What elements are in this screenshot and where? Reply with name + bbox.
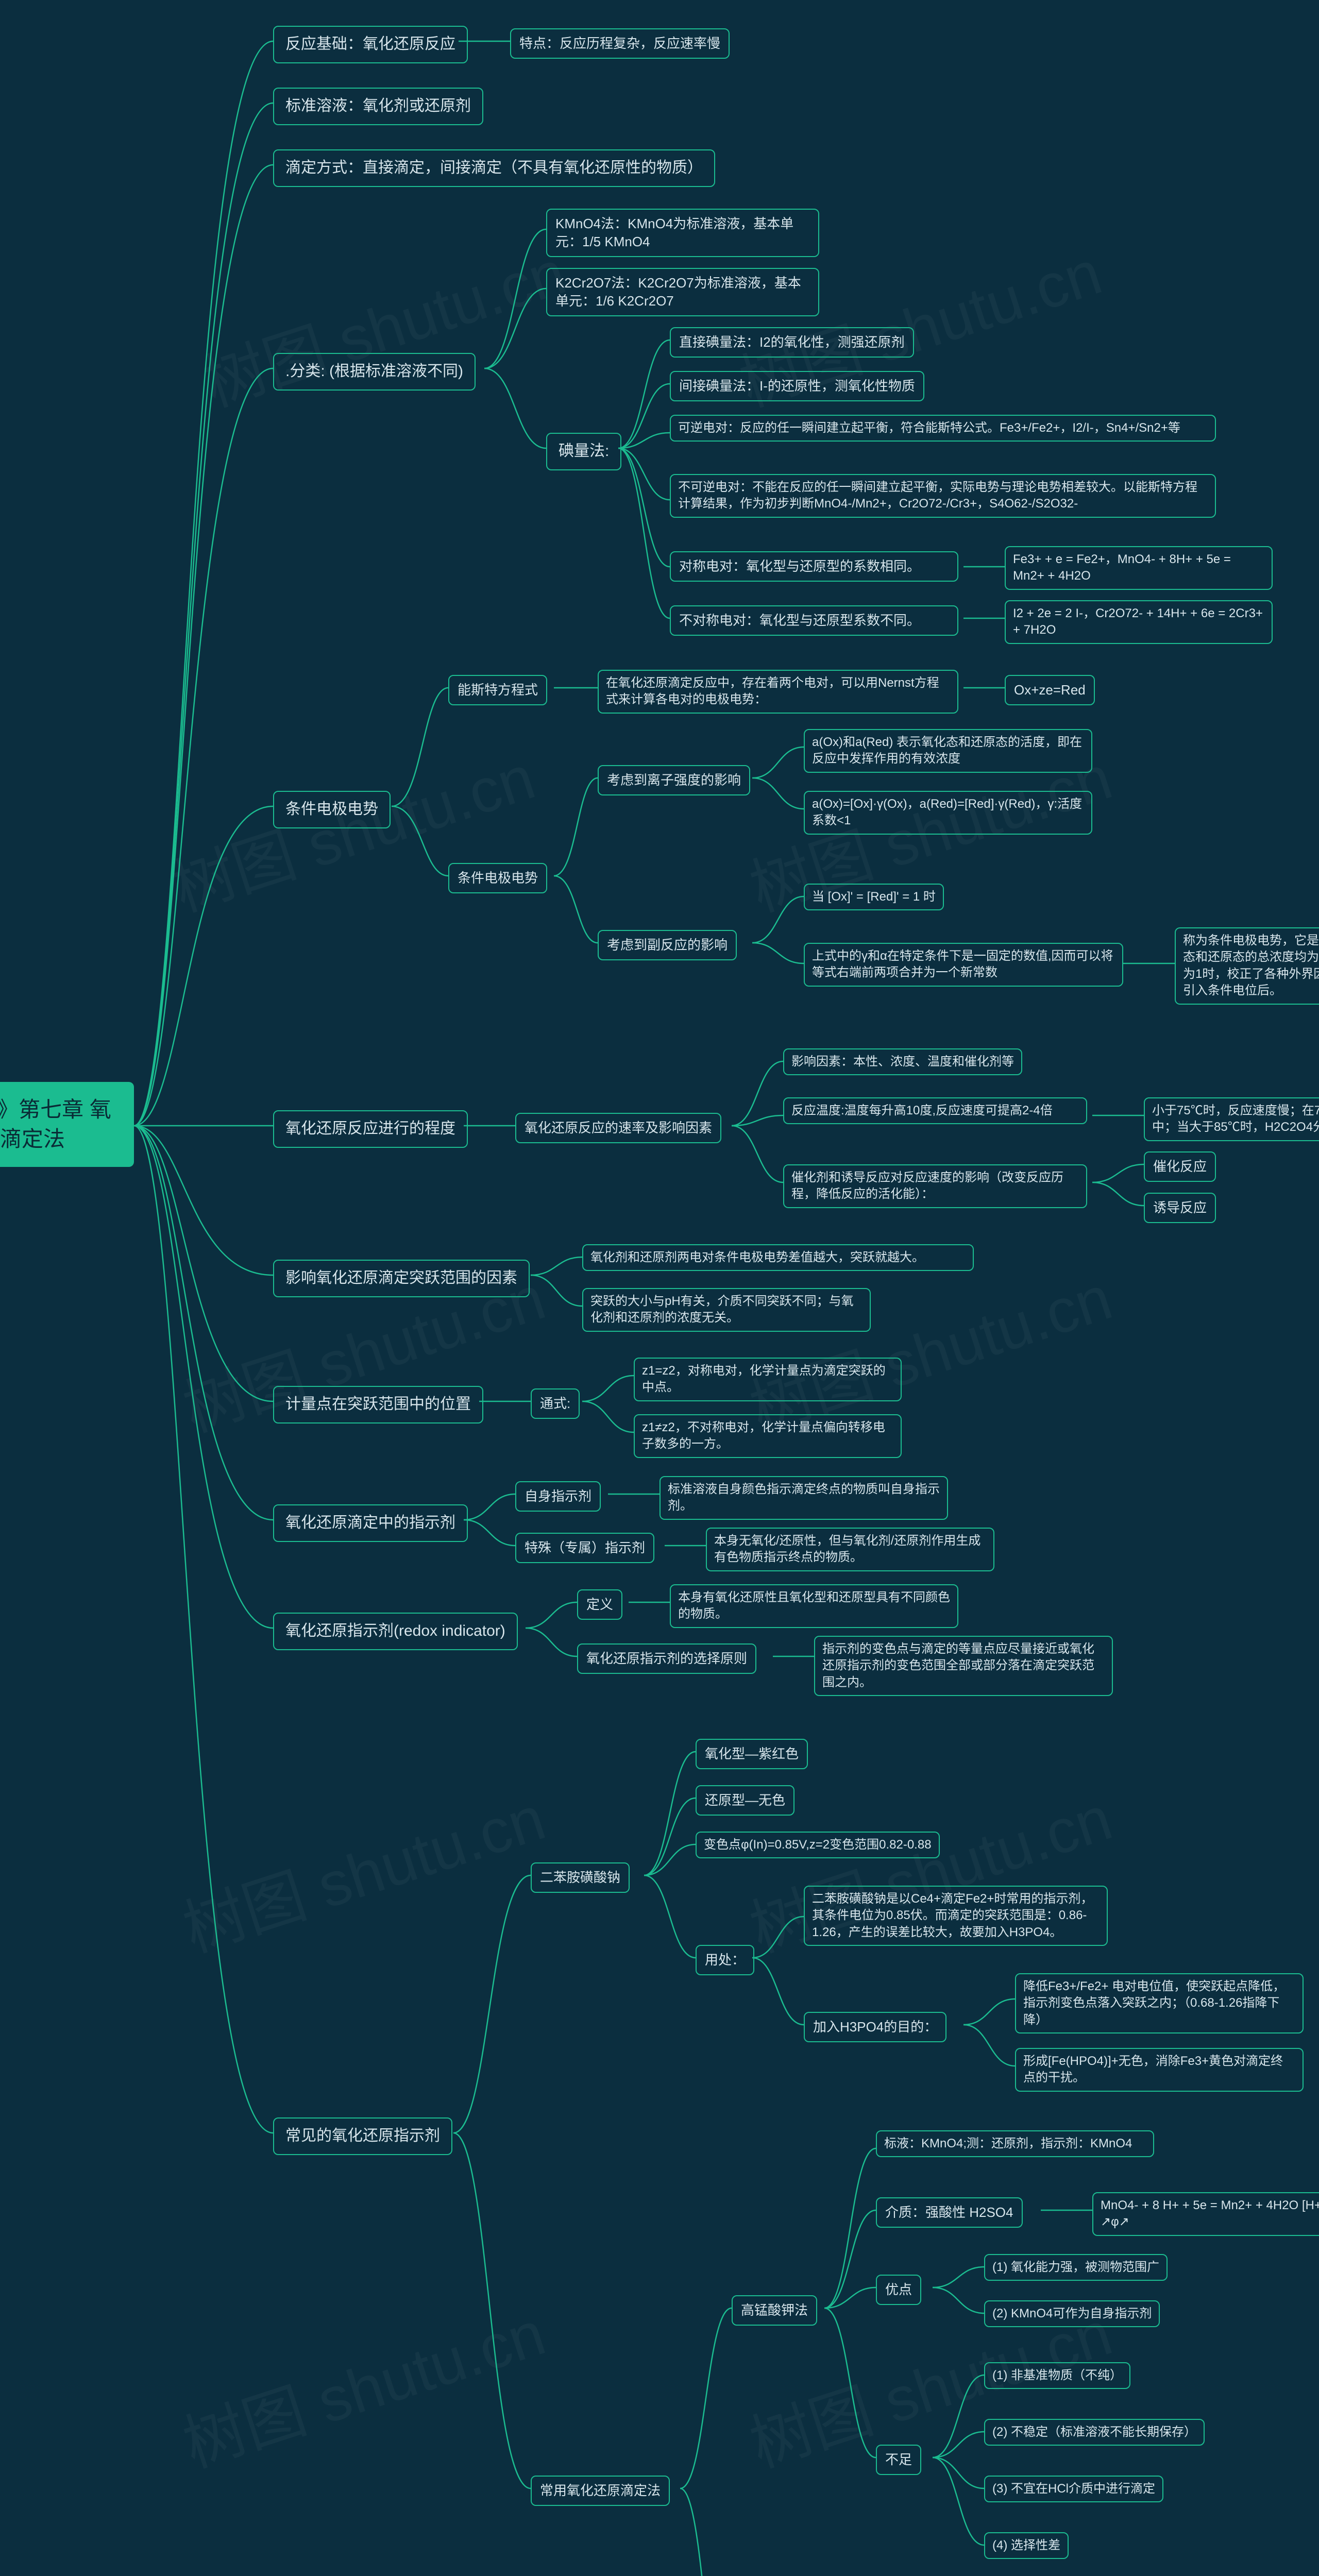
node-n8a2: z1≠z2，不对称电对，化学计量点偏向转移电子数多的一方。 [634,1414,902,1458]
node-n5b1b: a(Ox)=[Ox]·γ(Ox)，a(Red)=[Red]·γ(Red)，γ:活… [804,791,1092,835]
node-n5a1a: Ox+ze=Red [1005,675,1095,705]
node-n5b1a: a(Ox)和a(Red) 表示氧化态和还原态的活度，即在反应中发挥作用的有效浓度 [804,729,1092,773]
node-n11b1d2: (2) 不稳定（标准溶液不能长期保存） [984,2419,1205,2446]
node-n6a: 氧化还原反应的速率及影响因素 [515,1113,721,1143]
node-n9: 氧化还原滴定中的指示剂 [273,1504,468,1542]
node-n5a1: 在氧化还原滴定反应中，存在着两个电对，可以用Nernst方程式来计算各电对的电极… [598,670,958,714]
node-n11a2: 还原型—无色 [696,1785,794,1816]
watermark: 树图 shutu.cn [171,1768,554,1969]
node-n1: 反应基础：氧化还原反应 [273,26,468,63]
node-n8: 计量点在突跃范围中的位置 [273,1386,483,1423]
node-n6a3: 催化剂和诱导反应对反应速度的影响（改变反应历程，降低反应的活化能）： [783,1164,1087,1208]
node-n4c5a: Fe3+ + e = Fe2+，MnO4- + 8H+ + 5e = Mn2+ … [1005,546,1273,590]
node-n7a: 氧化剂和还原剂两电对条件电极电势差值越大，突跃就越大。 [582,1244,974,1271]
node-n11b1d: 不足 [876,2445,921,2475]
node-n6a2a: 小于75℃时，反应速度慢；在75℃至85℃之间适中；当大于85℃时，H2C2O4… [1144,1097,1319,1141]
node-n10a: 定义 [577,1589,622,1620]
node-n4c6a: I2 + 2e = 2 I-，Cr2O72- + 14H+ + 6e = 2Cr… [1005,600,1273,644]
node-n11b1a: 标液：KMnO4;测：还原剂，指示剂：KMnO4 [876,2130,1154,2157]
node-n11a3: 变色点φ(In)=0.85V,z=2变色范围0.82-0.88 [696,1832,940,1858]
node-n11a4b: 加入H3PO4的目的： [804,2012,946,2042]
node-n7: 影响氧化还原滴定突跃范围的因素 [273,1260,530,1297]
root-node: 《分析化学》第七章 氧化还原滴定法 [0,1082,134,1167]
node-n11b1d3: (3) 不宜在HCl介质中进行滴定 [984,2476,1163,2502]
node-n5: 条件电极电势 [273,791,391,828]
node-n10b: 氧化还原指示剂的选择原则 [577,1643,756,1674]
node-n11b1d1: (1) 非基准物质（不纯） [984,2362,1130,2389]
node-n6a3a: 催化反应 [1144,1151,1216,1182]
node-n8a1: z1=z2，对称电对，化学计量点为滴定突跃的中点。 [634,1358,902,1401]
watermark: 树图 shutu.cn [191,223,575,423]
node-n4c2: 间接碘量法：I-的还原性，测氧化性物质 [670,371,924,401]
node-n5b2: 考虑到副反应的影响 [598,930,737,960]
node-n11: 常见的氧化还原指示剂 [273,2117,452,2155]
node-n11b1b1: MnO4- + 8 H+ + 5e = Mn2+ + 4H2O [H+] ↗φ↗ [1092,2192,1319,2236]
node-n11b1b: 介质：强酸性 H2SO4 [876,2197,1023,2228]
node-n11a: 二苯胺磺酸钠 [531,1862,630,1893]
node-n4: .分类: (根据标准溶液不同) [273,353,476,391]
node-n8a: 通式: [531,1388,580,1419]
node-n6a2: 反应温度:温度每升高10度,反应速度可提高2-4倍 [783,1097,1087,1124]
node-n4c: 碘量法: [546,433,621,470]
node-n4b: K2Cr2O7法：K2Cr2O7为标准溶液，基本单元：1/6 K2Cr2O7 [546,268,819,316]
node-n9a1: 标准溶液自身颜色指示滴定终点的物质叫自身指示剂。 [660,1476,948,1520]
node-n6a1: 影响因素：本性、浓度、温度和催化剂等 [783,1048,1022,1075]
node-n4c4: 不可逆电对：不能在反应的任一瞬间建立起平衡，实际电势与理论电势相差较大。以能斯特… [670,474,1216,518]
node-n11b1d4: (4) 选择性差 [984,2532,1069,2559]
node-n11b1: 高锰酸钾法 [732,2295,817,2326]
node-n7b: 突跃的大小与pH有关，介质不同突跃不同；与氧化剂和还原剂的浓度无关。 [582,1288,871,1332]
node-n11a4a: 二苯胺磺酸钠是以Ce4+滴定Fe2+时常用的指示剂，其条件电位为0.85伏。而滴… [804,1886,1108,1946]
node-n11a4b1: 降低Fe3+/Fe2+ 电对电位值，使突跃起点降低，指示剂变色点落入突跃之内；（… [1015,1973,1304,2033]
node-n4c1: 直接碘量法：I2的氧化性，测强还原剂 [670,327,914,358]
node-n11a4: 用处： [696,1945,754,1975]
node-n11a4b2: 形成[Fe(HPO4)]+无色，消除Fe3+黄色对滴定终点的干扰。 [1015,2048,1304,2092]
node-n6a3b: 诱导反应 [1144,1193,1216,1223]
node-n11b1c1: (1) 氧化能力强，被测物范围广 [984,2254,1168,2281]
node-n3: 滴定方式：直接滴定，间接滴定（不具有氧化还原性的物质） [273,149,715,187]
node-n2: 标准溶液：氧化剂或还原剂 [273,88,483,125]
node-n6: 氧化还原反应进行的程度 [273,1110,468,1148]
node-n5b2b1: 称为条件电极电势，它是在给定实验条件下，氧化态和还原态的总浓度均为1mol·L-… [1175,927,1319,1005]
node-n5b: 条件电极电势 [448,863,547,893]
node-n11a1: 氧化型—紫红色 [696,1739,808,1769]
node-n11b1c2: (2) KMnO4可作为自身指示剂 [984,2300,1160,2327]
node-n10: 氧化还原指示剂(redox indicator) [273,1613,518,1650]
node-n10b1: 指示剂的变色点与滴定的等量点应尽量接近或氧化还原指示剂的变色范围全部或部分落在滴… [814,1636,1113,1696]
node-n11b: 常用氧化还原滴定法 [531,2476,670,2506]
node-n10a1: 本身有氧化还原性且氧化型和还原型具有不同颜色的物质。 [670,1584,958,1628]
node-n4c5: 对称电对：氧化型与还原型的系数相同。 [670,551,958,582]
node-n11b1c: 优点 [876,2275,921,2305]
watermark: 树图 shutu.cn [171,2283,554,2484]
node-n5b2a: 当 [Ox]' = [Red]' = 1 时 [804,884,944,910]
node-n5b2b: 上式中的γ和α在特定条件下是一固定的数值,因而可以将等式右端前两项合并为一个新常… [804,943,1123,987]
node-n9a: 自身指示剂 [515,1481,601,1512]
node-n4a: KMnO4法：KMnO4为标准溶液，基本单元：1/5 KMnO4 [546,209,819,257]
node-n9b: 特殊（专属）指示剂 [515,1533,654,1563]
node-n5a: 能斯特方程式 [448,675,547,705]
node-n5b1: 考虑到离子强度的影响 [598,765,750,795]
node-n1a: 特点：反应历程复杂，反应速率慢 [510,28,730,59]
node-n4c6: 不对称电对：氧化型与还原型系数不同。 [670,605,958,636]
node-n9b1: 本身无氧化/还原性，但与氧化剂/还原剂作用生成有色物质指示终点的物质。 [706,1528,994,1571]
node-n4c3: 可逆电对：反应的任一瞬间建立起平衡，符合能斯特公式。Fe3+/Fe2+，I2/I… [670,415,1216,442]
